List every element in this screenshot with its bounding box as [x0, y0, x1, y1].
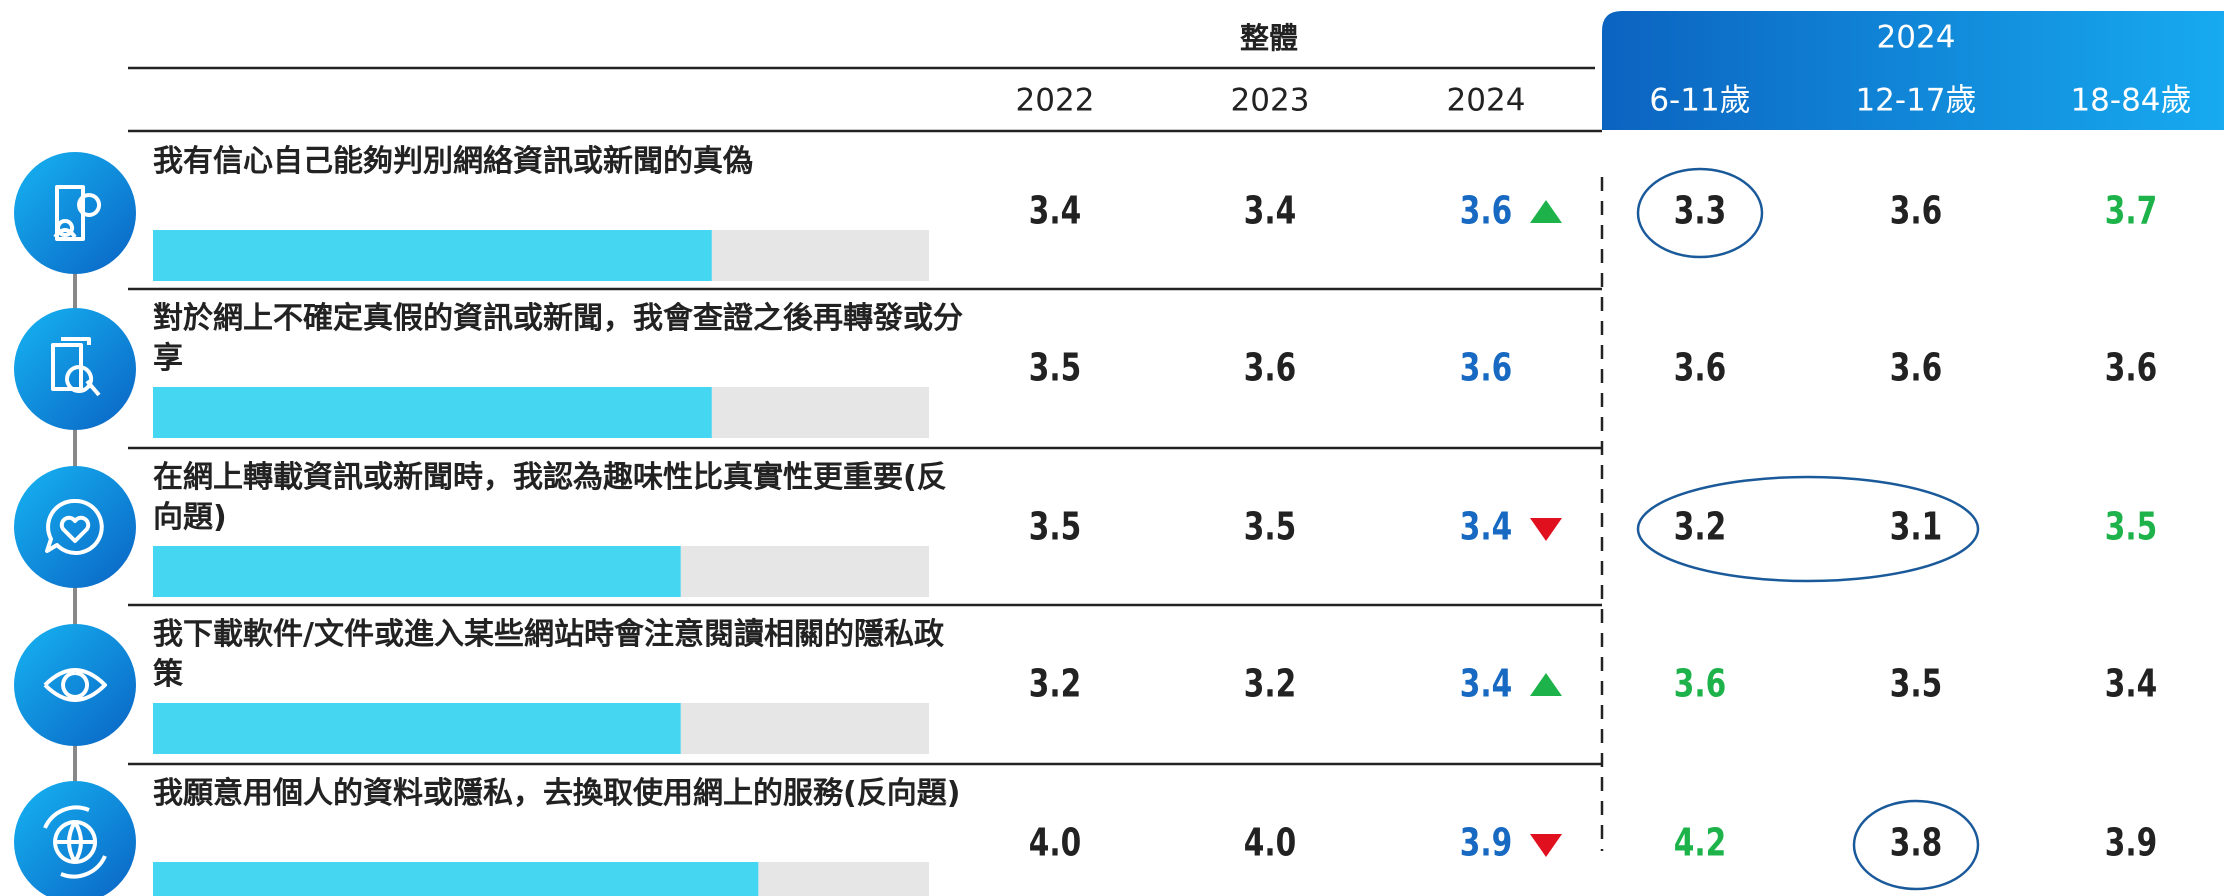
column-header: 2023	[1231, 83, 1310, 119]
value-cell: 3.6	[1674, 662, 1726, 707]
trend-arrow	[1530, 518, 1562, 541]
bar	[153, 387, 712, 438]
value-cell: 3.2	[1029, 662, 1081, 707]
value-cell: 3.5	[2105, 505, 2157, 550]
row-icon-glyph	[51, 337, 101, 397]
trend-arrow	[1530, 673, 1562, 696]
value-cell: 3.3	[1674, 189, 1726, 234]
row-label: 對於網上不確定真假的資訊或新聞，我會查證之後再轉發或分享	[153, 301, 963, 376]
value-cell: 3.4	[1460, 662, 1512, 707]
row-icon-glyph	[53, 185, 102, 241]
value-cell: 3.4	[1029, 189, 1081, 234]
row-icon-glyph	[45, 498, 104, 555]
bar	[153, 703, 681, 754]
value-cell: 3.6	[1890, 346, 1942, 391]
value-cell: 3.6	[1890, 189, 1942, 234]
value-cell: 3.6	[2105, 346, 2157, 391]
value-cell: 4.0	[1029, 821, 1081, 866]
header-2024-box	[1602, 11, 2224, 130]
row-label: 我願意用個人的資料或隱私，去換取使用網上的服務(反向題)	[153, 776, 961, 811]
row-icon-glyph	[43, 668, 107, 702]
value-cell: 3.6	[1244, 346, 1296, 391]
value-cell: 4.0	[1244, 821, 1296, 866]
highlight-ring	[1852, 799, 1980, 891]
row-icon	[14, 466, 136, 588]
row-icon	[14, 781, 136, 896]
group-header: 2024	[1877, 20, 1956, 56]
value-cell: 3.2	[1674, 505, 1726, 550]
row-icon	[14, 152, 136, 274]
bar	[153, 230, 712, 281]
value-cell: 3.6	[1460, 189, 1512, 234]
value-cell: 4.2	[1674, 821, 1726, 866]
value-cell: 3.4	[1244, 189, 1296, 234]
row-icon	[14, 624, 136, 746]
bar	[153, 862, 759, 896]
highlight-ring	[1636, 167, 1764, 259]
trend-arrow	[1530, 200, 1562, 223]
column-header: 18-84歲	[2070, 83, 2191, 119]
value-cell: 3.1	[1890, 505, 1942, 550]
bar	[153, 546, 681, 597]
trend-arrow	[1530, 834, 1562, 857]
value-cell: 3.6	[1460, 346, 1512, 391]
value-cell: 3.9	[1460, 821, 1512, 866]
value-cell: 3.7	[2105, 189, 2157, 234]
value-cell: 3.5	[1890, 662, 1942, 707]
column-header: 6-11歲	[1649, 83, 1750, 119]
value-cell: 3.5	[1029, 505, 1081, 550]
row-label: 我下載軟件/文件或進入某些網站時會注意閱讀相關的隱私政策	[153, 617, 944, 692]
column-header: 12-17歲	[1855, 83, 1976, 119]
value-cell: 3.4	[2105, 662, 2157, 707]
value-cell: 3.5	[1029, 346, 1081, 391]
value-cell: 3.4	[1460, 505, 1512, 550]
column-header: 2022	[1016, 83, 1095, 119]
value-cell: 3.8	[1890, 821, 1942, 866]
column-header: 2024	[1447, 83, 1526, 119]
row-icon-glyph	[43, 805, 107, 879]
group-header: 整體	[1240, 21, 1298, 55]
row-label: 在網上轉載資訊或新聞時，我認為趣味性比真實性更重要(反向題)	[153, 460, 947, 535]
row-label: 我有信心自己能夠判別網絡資訊或新聞的真偽	[153, 144, 753, 179]
value-cell: 3.6	[1674, 346, 1726, 391]
value-cell: 3.9	[2105, 821, 2157, 866]
highlight-ring	[1636, 475, 1980, 583]
value-cell: 3.2	[1244, 662, 1296, 707]
value-cell: 3.5	[1244, 505, 1296, 550]
